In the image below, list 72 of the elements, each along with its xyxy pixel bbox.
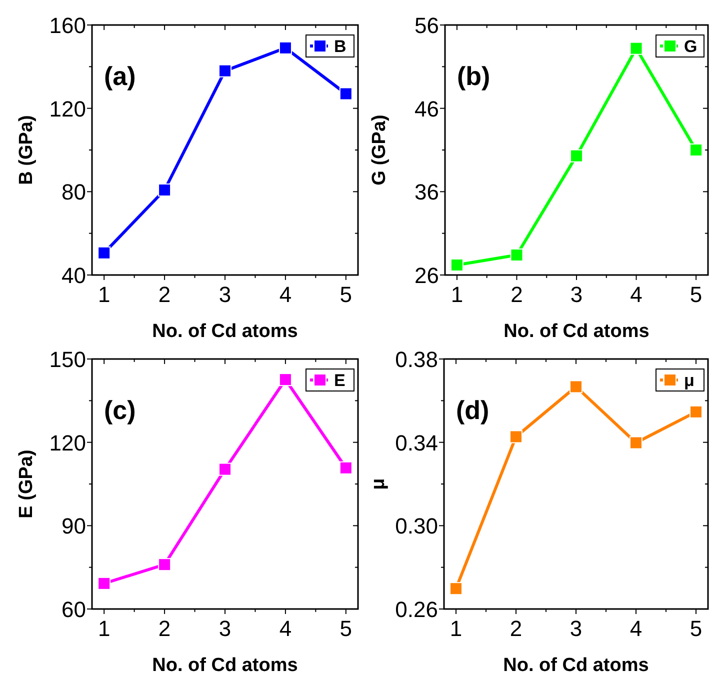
y-tick-label: 90 bbox=[62, 514, 86, 539]
y-tick-label: 36 bbox=[414, 180, 439, 205]
y-tick-label: 60 bbox=[62, 597, 86, 622]
y-tick-label: 0.30 bbox=[395, 514, 438, 539]
x-tick-label: 4 bbox=[630, 616, 642, 641]
point bbox=[450, 582, 462, 596]
y-tick-label: 120 bbox=[49, 430, 86, 456]
point bbox=[690, 405, 702, 418]
point bbox=[570, 380, 582, 394]
annotation: (c) bbox=[104, 395, 136, 425]
y-axis-title: E (GPa) bbox=[16, 450, 37, 518]
point bbox=[278, 373, 292, 386]
point bbox=[98, 246, 111, 260]
y-tick-label: 26 bbox=[414, 263, 439, 288]
point bbox=[158, 558, 172, 572]
x-tick-label: 4 bbox=[630, 282, 642, 307]
x-tick-label: 3 bbox=[218, 616, 232, 641]
point bbox=[630, 42, 643, 55]
y-tick-label: 46 bbox=[414, 96, 439, 122]
x-tick-label: 5 bbox=[340, 616, 352, 641]
y-tick-label: 120 bbox=[49, 96, 86, 122]
y-tick-label: 80 bbox=[62, 180, 86, 205]
x-tick-label: 1 bbox=[98, 282, 110, 307]
point bbox=[218, 64, 232, 78]
annotation: (d) bbox=[456, 395, 490, 425]
point bbox=[450, 258, 464, 272]
x-axis-title: No. of Cd atoms bbox=[504, 321, 650, 342]
x-tick-label: 2 bbox=[510, 616, 522, 641]
point bbox=[158, 184, 172, 196]
point bbox=[218, 462, 232, 476]
x-axis-title: No. of Cd atoms bbox=[152, 655, 298, 676]
point bbox=[339, 87, 352, 100]
x-tick-label: 3 bbox=[570, 282, 583, 307]
point bbox=[278, 41, 292, 54]
y-axis-title: μ bbox=[368, 478, 389, 490]
legend-label: B bbox=[334, 37, 346, 56]
x-tick-label: 1 bbox=[98, 616, 110, 641]
legend-label: G bbox=[684, 37, 698, 56]
x-tick-label: 5 bbox=[340, 282, 352, 307]
annotation: (a) bbox=[104, 61, 136, 91]
y-tick-label: 56 bbox=[414, 13, 439, 38]
x-tick-label: 2 bbox=[158, 616, 171, 641]
annotation: (b) bbox=[457, 61, 490, 91]
y-tick-label: 0.26 bbox=[395, 597, 438, 622]
x-tick-label: 2 bbox=[158, 282, 171, 307]
point bbox=[510, 430, 522, 444]
point bbox=[98, 576, 111, 590]
point bbox=[570, 149, 583, 162]
x-axis-title: No. of Cd atoms bbox=[503, 655, 649, 676]
y-tick-label: 150 bbox=[49, 347, 86, 372]
y-tick-label: 0.38 bbox=[395, 347, 438, 372]
x-tick-label: 3 bbox=[218, 282, 232, 307]
point bbox=[510, 248, 524, 262]
legend-label: E bbox=[334, 371, 346, 390]
x-axis-title: No. of Cd atoms bbox=[152, 321, 298, 342]
point bbox=[630, 436, 642, 450]
y-tick-label: 160 bbox=[49, 13, 86, 38]
point bbox=[690, 144, 703, 156]
point bbox=[339, 461, 352, 474]
x-tick-label: 5 bbox=[690, 616, 702, 641]
x-tick-label: 1 bbox=[450, 282, 464, 307]
x-tick-label: 4 bbox=[279, 616, 292, 641]
x-tick-label: 4 bbox=[279, 282, 292, 307]
y-axis-title: G (GPa) bbox=[369, 114, 390, 186]
legend-label: μ bbox=[684, 371, 694, 390]
y-tick-label: 0.34 bbox=[395, 430, 438, 456]
x-tick-label: 3 bbox=[570, 616, 582, 641]
x-tick-label: 2 bbox=[510, 282, 523, 307]
x-tick-label: 5 bbox=[690, 282, 702, 307]
y-axis-title: B (GPa) bbox=[16, 115, 37, 185]
x-tick-label: 1 bbox=[450, 616, 462, 641]
y-tick-label: 40 bbox=[62, 263, 86, 288]
